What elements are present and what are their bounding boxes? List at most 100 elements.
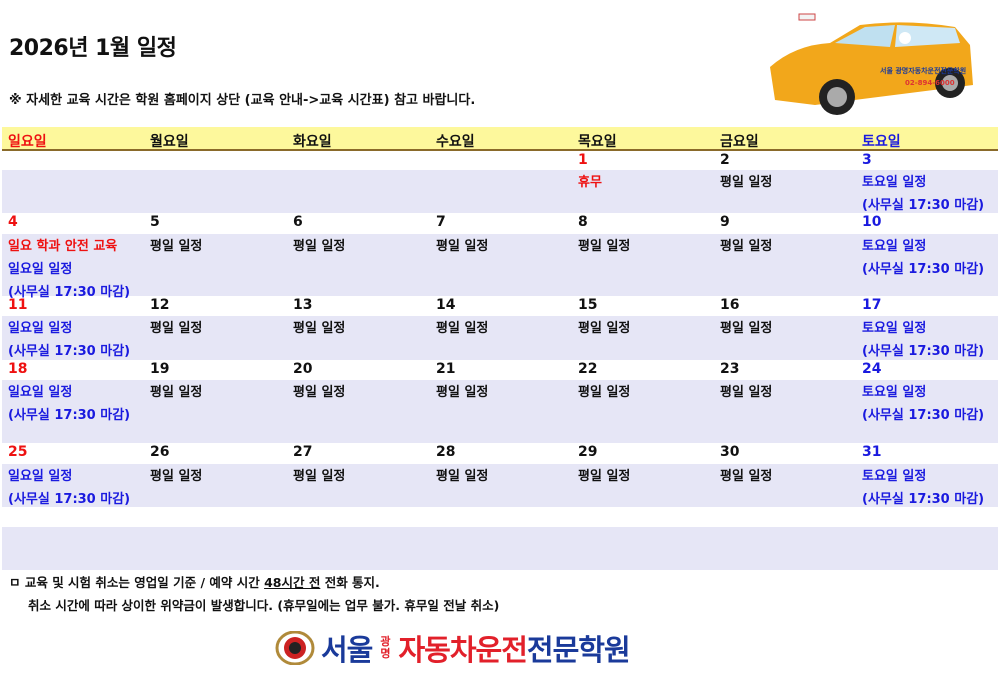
- day-cell-date: 5: [150, 214, 160, 230]
- footer-emphasis: 48시간 전: [264, 575, 321, 590]
- week-band: [2, 170, 998, 213]
- day-cell-date: 29: [578, 444, 598, 460]
- day-cell-date: 22: [578, 361, 598, 377]
- day-event: (사무실 17:30 마감): [862, 198, 985, 213]
- logo-small-text: 명: [380, 647, 391, 660]
- day-event: 평일 일정: [293, 321, 346, 336]
- weekday-header: 일요일 월요일 화요일 수요일 목요일 금요일 토요일: [2, 127, 998, 151]
- day-cell-date: 23: [720, 361, 740, 377]
- day-cell-date: 25: [8, 444, 28, 460]
- weekday-2: 화요일: [293, 134, 332, 150]
- day-event: 평일 일정: [436, 385, 489, 400]
- day-event: 토요일 일정: [862, 385, 927, 400]
- day-cell-date: 20: [293, 361, 313, 377]
- day-event: 토요일 일정: [862, 469, 927, 484]
- week-band: [2, 464, 998, 507]
- week-band: [2, 380, 998, 443]
- footer-line-2: 취소 시간에 따라 상이한 위약금이 발생합니다. (휴무일에는 업무 불가. …: [28, 598, 500, 613]
- week-band: [2, 316, 998, 360]
- schedule-note: ※ 자세한 교육 시간은 학원 홈페이지 상단 (교육 안내->교육 시간표) …: [9, 93, 476, 108]
- day-cell-date: 18: [8, 361, 28, 377]
- day-event: 평일 일정: [720, 385, 773, 400]
- day-cell-date: 24: [862, 361, 882, 377]
- day-cell-date: 11: [8, 297, 28, 313]
- day-cell-date: 28: [436, 444, 456, 460]
- day-cell-date: 3: [862, 152, 872, 168]
- day-event: 평일 일정: [293, 239, 346, 254]
- day-cell-date: 2: [720, 152, 730, 168]
- day-event: 평일 일정: [578, 385, 631, 400]
- day-event: 평일 일정: [720, 239, 773, 254]
- day-cell-date: 14: [436, 297, 456, 313]
- day-cell-date: 12: [150, 297, 170, 313]
- footer-text: ㅁ 교육 및 시험 취소는 영업일 기준 / 예약 시간: [9, 575, 265, 590]
- day-event: 일요 학과 안전 교육: [8, 239, 118, 254]
- day-event: (사무실 17:30 마감): [8, 285, 131, 300]
- day-cell-date: 1: [578, 152, 588, 168]
- day-cell-date: 4: [8, 214, 18, 230]
- day-event: 평일 일정: [578, 321, 631, 336]
- logo-small-text: 광: [380, 635, 391, 648]
- day-cell-date: 30: [720, 444, 740, 460]
- day-cell-date: 27: [293, 444, 313, 460]
- weekday-3: 수요일: [436, 134, 475, 150]
- day-event: 평일 일정: [720, 469, 773, 484]
- day-event: (사무실 17:30 마감): [8, 492, 131, 507]
- day-event: (사무실 17:30 마감): [862, 492, 985, 507]
- day-event: 일요일 일정: [8, 469, 73, 484]
- day-event: 평일 일정: [293, 385, 346, 400]
- day-event: 일요일 일정: [8, 321, 73, 336]
- weekday-6: 토요일: [862, 134, 901, 150]
- day-cell-date: 7: [436, 214, 446, 230]
- day-cell-date: 26: [150, 444, 170, 460]
- day-event: 평일 일정: [578, 239, 631, 254]
- day-event: (사무실 17:30 마감): [8, 408, 131, 423]
- taxi-car-image: 서울 광명자동차운전전문학원 02-894-6000: [770, 13, 973, 115]
- day-event: 평일 일정: [720, 321, 773, 336]
- day-cell-date: 8: [578, 214, 588, 230]
- day-event: 휴무: [578, 175, 602, 190]
- week-band: [2, 234, 998, 296]
- academy-emblem-icon: [275, 631, 315, 665]
- day-event: 평일 일정: [293, 469, 346, 484]
- empty-band: [2, 527, 998, 570]
- day-cell-date: 13: [293, 297, 313, 313]
- weekday-1: 월요일: [150, 134, 189, 150]
- day-cell-date: 31: [862, 444, 882, 460]
- car-label: 서울 광명자동차운전전문학원: [880, 66, 966, 75]
- day-event: 평일 일정: [150, 239, 203, 254]
- day-event: 일요일 일정: [8, 262, 73, 277]
- car-phone: 02-894-6000: [905, 79, 955, 87]
- day-event: 평일 일정: [578, 469, 631, 484]
- page-title: 2026년 1월 일정: [9, 36, 177, 61]
- day-event: (사무실 17:30 마감): [8, 344, 131, 359]
- day-event: 토요일 일정: [862, 239, 927, 254]
- day-event: 평일 일정: [150, 385, 203, 400]
- day-event: 평일 일정: [436, 469, 489, 484]
- logo-text: 자동차운전: [398, 633, 528, 667]
- day-event: (사무실 17:30 마감): [862, 408, 985, 423]
- day-cell-date: 9: [720, 214, 730, 230]
- weekday-0: 일요일: [8, 134, 47, 150]
- day-cell-date: 19: [150, 361, 170, 377]
- day-event: 평일 일정: [436, 239, 489, 254]
- logo-text: 서울: [321, 633, 373, 667]
- weekday-5: 금요일: [720, 134, 759, 150]
- day-event: 평일 일정: [150, 321, 203, 336]
- day-event: 토요일 일정: [862, 175, 927, 190]
- day-cell-date: 21: [436, 361, 456, 377]
- day-event: 평일 일정: [436, 321, 489, 336]
- day-cell-date: 10: [862, 214, 882, 230]
- day-event: (사무실 17:30 마감): [862, 262, 985, 277]
- day-event: 일요일 일정: [8, 385, 73, 400]
- logo-text: 전문학원: [526, 633, 631, 667]
- day-event: 토요일 일정: [862, 321, 927, 336]
- day-event: 평일 일정: [150, 469, 203, 484]
- footer-text: 전화 통지.: [320, 575, 380, 590]
- day-event: 평일 일정: [720, 175, 773, 190]
- day-event: (사무실 17:30 마감): [862, 344, 985, 359]
- day-cell-date: 15: [578, 297, 598, 313]
- footer-line-1: ㅁ 교육 및 시험 취소는 영업일 기준 / 예약 시간 48시간 전 전화 통…: [9, 572, 380, 591]
- day-cell-date: 17: [862, 297, 882, 313]
